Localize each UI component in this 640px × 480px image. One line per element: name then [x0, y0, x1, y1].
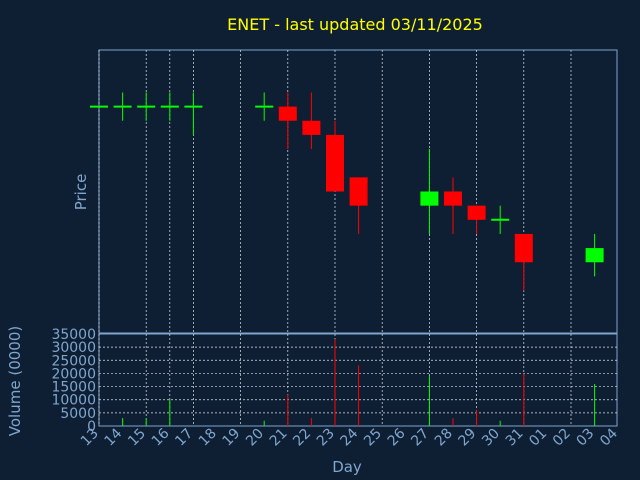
- candle-23: [326, 120, 344, 192]
- x-tick-label: 21: [267, 426, 291, 450]
- x-tick-label: 17: [172, 426, 196, 450]
- candle-body: [326, 134, 344, 192]
- volume-bars: [122, 339, 596, 426]
- candle-28: [444, 177, 462, 234]
- x-tick-label: 23: [314, 426, 338, 450]
- candle-27: [420, 149, 439, 234]
- volume-plot-frame: [98, 333, 618, 427]
- x-tick-label: 04: [597, 425, 621, 449]
- volume-tick-label: 35000: [51, 327, 96, 343]
- candle-14: [113, 92, 132, 121]
- volume-grid: [98, 334, 617, 426]
- candle-20: [255, 92, 274, 121]
- candle-body: [302, 120, 321, 135]
- candle-body: [444, 191, 462, 206]
- x-tick-label: 02: [550, 426, 574, 450]
- volume-tick-label: 20000: [51, 366, 96, 382]
- x-tick-label: 15: [125, 426, 149, 450]
- volume-tick-label: 30000: [51, 340, 96, 356]
- candle-17: [184, 92, 203, 135]
- chart-title: ENET - last updated 03/11/2025: [227, 15, 483, 34]
- x-tick-label: 30: [479, 426, 503, 450]
- x-tick-label: 22: [290, 426, 314, 450]
- candle-29: [467, 205, 486, 234]
- candle-body: [349, 177, 368, 206]
- volume-tick-label: 0: [87, 419, 96, 435]
- x-tick-label: 25: [361, 426, 385, 450]
- candle-body: [585, 248, 604, 263]
- candle-22: [302, 92, 321, 150]
- x-tick-label: 26: [385, 425, 409, 449]
- price-axis-label: Price: [72, 174, 90, 211]
- x-tick-label: 24: [338, 425, 362, 449]
- x-tick-label: 28: [432, 426, 456, 450]
- volume-tick-label: 5000: [60, 406, 96, 422]
- x-tick-label: 20: [243, 426, 267, 450]
- candle-16: [160, 92, 179, 121]
- candle-body: [467, 205, 486, 220]
- volume-axis-label: Volume (0000): [6, 326, 24, 436]
- x-tick-labels: 13 14 15 16 17 18 19 20 21 22 23 24 25 26 27 28 29 30 31 01…: [78, 425, 621, 449]
- candle-body: [514, 233, 533, 263]
- candle-21: [278, 92, 297, 150]
- x-tick-label: 14: [102, 425, 126, 449]
- volume-tick-label: 25000: [51, 353, 96, 369]
- x-tick-label: 03: [574, 426, 598, 450]
- candles: [90, 92, 604, 291]
- x-tick-label: 29: [456, 426, 480, 450]
- candle-24: [349, 177, 368, 234]
- candle-body: [278, 106, 297, 121]
- x-tick-label: 16: [149, 425, 173, 449]
- volume-tick-label: 10000: [51, 393, 96, 409]
- price-panel: Price: [72, 49, 618, 334]
- x-tick-label: 19: [220, 426, 244, 450]
- x-tick-label: 27: [408, 426, 432, 450]
- volume-tick-label: 15000: [51, 380, 96, 396]
- candle-03: [585, 233, 604, 277]
- x-tick-label: 31: [503, 426, 527, 450]
- candle-body: [420, 191, 439, 206]
- candle-31: [514, 233, 533, 291]
- x-axis-label: Day: [332, 458, 362, 476]
- candle-30: [491, 205, 510, 234]
- x-tick-label: 18: [196, 426, 220, 450]
- x-tick-label: 01: [526, 426, 550, 450]
- candle-15: [137, 92, 156, 121]
- x-tick-label: 13: [78, 426, 102, 450]
